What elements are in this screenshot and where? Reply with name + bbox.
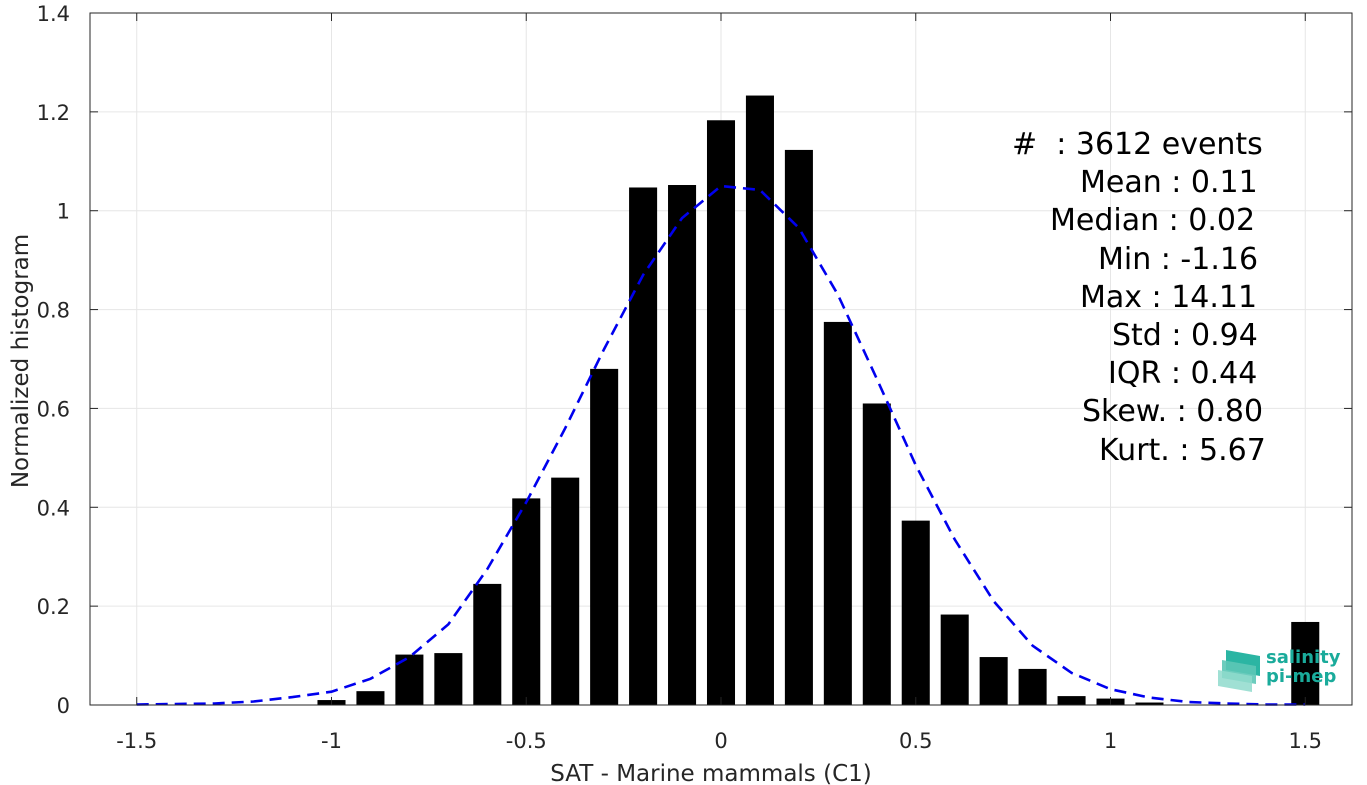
histogram-bar: [473, 583, 502, 705]
histogram-bar: [901, 520, 930, 705]
histogram-bar: [434, 653, 463, 705]
x-tick-label: 1: [1104, 729, 1117, 753]
y-axis-label: Normalized histogram: [8, 234, 34, 488]
axis-ticks: -1.5 -1 -0.5 0 0.5 1 1.5 0 0.2 0.4 0.6 0.8 1 1.2 1.4: [37, 2, 1352, 753]
histogram-bar: [1135, 702, 1164, 705]
histogram-bar: [745, 95, 774, 705]
normal-fit-curve: [136, 184, 1306, 706]
x-tick-label: 1.5: [1289, 729, 1322, 753]
x-tick-label: -1.5: [116, 729, 157, 753]
histogram-bar: [862, 403, 891, 705]
histogram-bar: [590, 368, 619, 705]
stat-min: Min : -1.16: [1098, 241, 1259, 277]
histogram-bar: [1018, 668, 1047, 705]
y-tick-label: 0.6: [37, 397, 70, 421]
stat-iqr: IQR : 0.44: [1108, 356, 1258, 392]
histogram-bar: [551, 477, 580, 705]
logo-line-1: salinity: [1266, 647, 1341, 668]
y-tick-label: 0.8: [37, 299, 70, 323]
logo-text: salinity pi-mep: [1266, 648, 1341, 686]
stat-skew: Skew. : 0.80: [1082, 394, 1264, 430]
histogram-bar: [940, 614, 969, 705]
stat-count: # : 3612 events: [1012, 127, 1263, 162]
x-tick-label: -1: [321, 729, 342, 753]
histogram-bar: [629, 187, 658, 706]
y-tick-label: 0.4: [37, 496, 70, 520]
stat-std: Std : 0.94: [1112, 318, 1258, 354]
x-tick-label: 0.5: [899, 729, 932, 753]
salinity-pi-mep-logo: [1218, 650, 1260, 692]
histogram-bar: [356, 691, 385, 705]
histogram-bar: [979, 657, 1008, 705]
histogram-bar: [668, 185, 697, 706]
histogram-bar: [512, 498, 541, 705]
logo-line-2: pi-mep: [1266, 666, 1337, 687]
histogram-bar: [784, 149, 813, 706]
histogram-bar: [1291, 621, 1320, 705]
histogram-bars: [317, 95, 1320, 706]
statistics-panel: # : 3612 events Mean : 0.11 Median : 0.0…: [950, 126, 1290, 470]
y-tick-label: 0.2: [37, 595, 70, 619]
stat-kurt: Kurt. : 5.67: [1099, 432, 1266, 468]
y-tick-label: 1.2: [37, 101, 70, 125]
y-tick-label: 1.4: [37, 2, 70, 26]
y-tick-label: 1: [57, 200, 70, 224]
histogram-bar: [706, 120, 736, 705]
y-tick-label: 0: [57, 694, 70, 718]
histogram-bar: [823, 321, 852, 705]
stat-mean: Mean : 0.11: [1080, 165, 1258, 201]
histogram-bar: [1057, 696, 1086, 705]
wave-logo-icon: [1218, 650, 1260, 692]
stat-median: Median : 0.02: [1050, 203, 1256, 239]
x-tick-label: -0.5: [506, 729, 547, 753]
x-tick-label: 0: [714, 729, 727, 753]
x-axis-label: SAT - Marine mammals (C1): [550, 761, 872, 785]
stat-max: Max : 14.11: [1080, 279, 1258, 315]
